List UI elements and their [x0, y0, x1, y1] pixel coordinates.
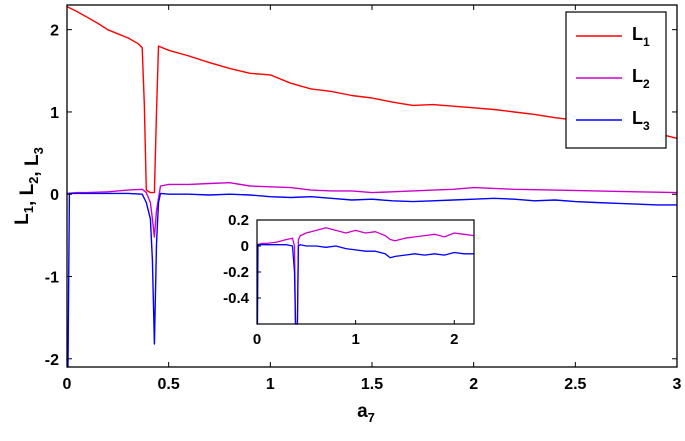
inset-series-line-3 — [256, 244, 474, 325]
y-tick-label: 0 — [50, 187, 59, 204]
series-line-l3 — [66, 192, 677, 368]
legend-label-l1: L1 — [632, 24, 650, 49]
inset-plot: 0 1 2 0.2 0 -0.2 -0.4 — [223, 212, 475, 348]
inset-series-line-2 — [256, 227, 475, 325]
x-tick-label: 1 — [266, 376, 275, 393]
y-tick-label: -2 — [45, 352, 59, 369]
inset-y-tick-label: -0.2 — [223, 264, 249, 281]
x-axis-label: a7 — [357, 401, 375, 425]
inset-x-tick-label: 0 — [253, 331, 261, 348]
x-tick-label: 1.5 — [361, 376, 383, 393]
x-tick-label: 2 — [469, 376, 478, 393]
x-tick-label: 0 — [63, 376, 72, 393]
inset-y-tick-label: -0.4 — [223, 290, 250, 307]
x-tick-label: 2.5 — [564, 376, 586, 393]
legend: L1 L2 L3 — [565, 11, 667, 149]
x-tick-label: 0.5 — [158, 376, 180, 393]
legend-box — [565, 11, 667, 149]
y-tick-label: 1 — [50, 105, 59, 122]
inset-background — [257, 220, 474, 324]
main-plot: 0 0.5 1 1.5 2 2.5 3 -2 -1 0 1 2 — [45, 4, 682, 393]
x-tick-label: 3 — [673, 376, 682, 393]
inset-x-tick-label: 1 — [351, 331, 359, 348]
y-tick-label: -1 — [45, 270, 59, 287]
inset-y-tick-label: 0 — [241, 238, 249, 255]
legend-label-l2: L2 — [632, 66, 650, 91]
inset-y-tick-label: 0.2 — [228, 212, 249, 229]
series-line-l2 — [66, 182, 678, 238]
y-axis-label: L1, L2, L3 — [12, 147, 46, 225]
y-tick-label: 2 — [50, 23, 59, 40]
inset-x-tick-label: 2 — [450, 331, 458, 348]
series-line-l1 — [66, 5, 678, 194]
legend-label-l3: L3 — [632, 108, 650, 133]
